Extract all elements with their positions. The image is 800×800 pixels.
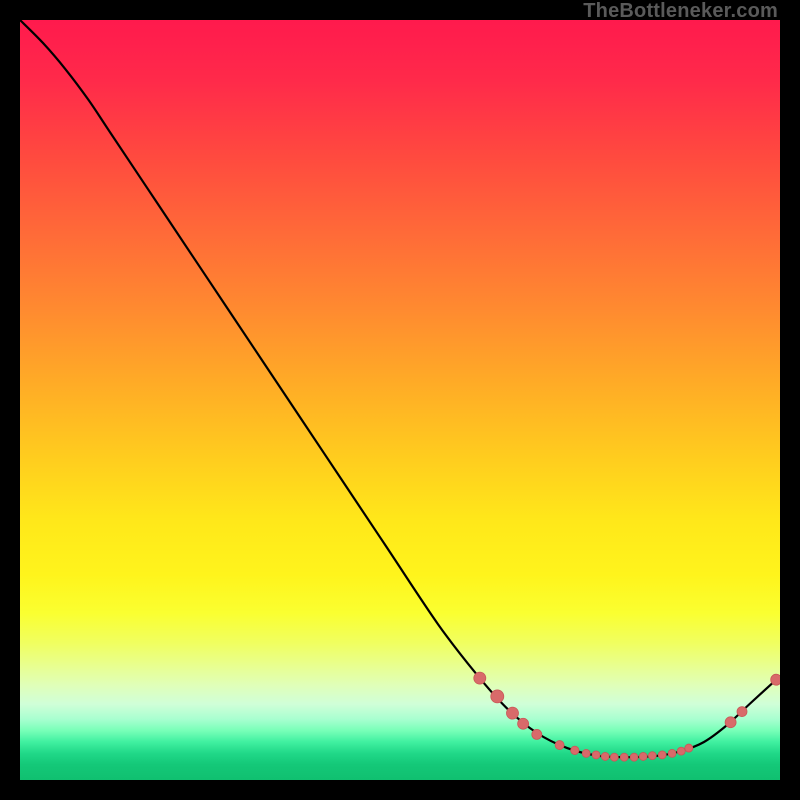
data-point: [658, 751, 666, 759]
data-point: [737, 707, 747, 717]
data-point: [639, 752, 647, 760]
data-point: [491, 690, 504, 703]
chart-area: [20, 20, 780, 780]
data-point: [610, 753, 618, 761]
data-point: [677, 747, 685, 755]
data-point: [474, 672, 486, 684]
data-point: [518, 718, 529, 729]
data-point: [630, 753, 638, 761]
data-point: [771, 674, 780, 685]
chart-container: TheBottleneker.com: [0, 0, 800, 800]
data-point: [592, 751, 600, 759]
data-point: [571, 746, 579, 754]
data-point: [668, 749, 676, 757]
data-point: [685, 744, 693, 752]
data-point: [601, 752, 609, 760]
chart-background: [20, 20, 780, 780]
data-point: [648, 752, 656, 760]
data-point: [506, 707, 518, 719]
data-point: [725, 717, 736, 728]
data-point: [582, 749, 590, 757]
bottleneck-chart: [20, 20, 780, 780]
data-point: [532, 729, 542, 739]
data-point: [620, 753, 628, 761]
data-point: [555, 741, 564, 750]
